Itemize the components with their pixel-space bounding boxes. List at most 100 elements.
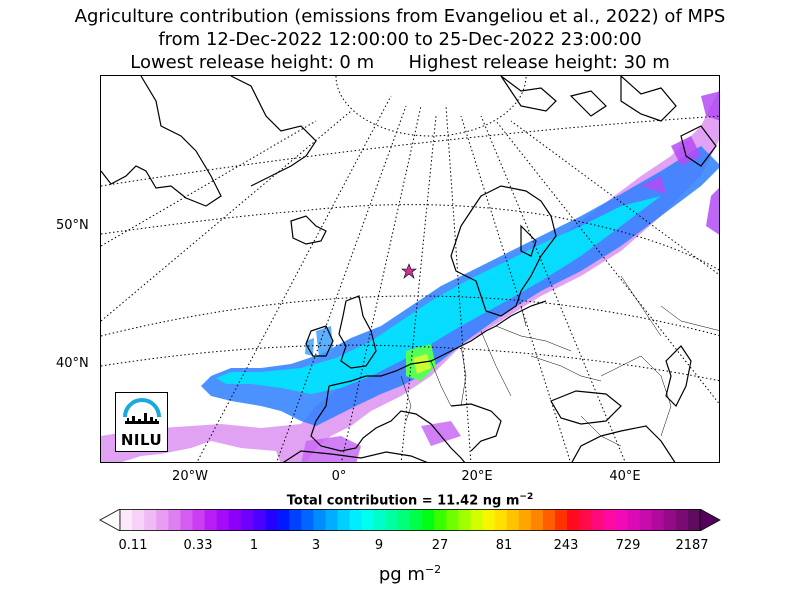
lon-line-10e <box>400 115 437 462</box>
coast-europe-mainland <box>310 300 547 462</box>
colorbar-tick-label: 9 <box>374 538 384 553</box>
map-canvas <box>101 76 719 462</box>
colorbar-segment <box>627 509 641 531</box>
colorbar-segment <box>470 509 483 531</box>
coast-caspian <box>665 345 692 408</box>
coast-ireland <box>305 325 334 357</box>
colorbar-segment <box>530 509 544 531</box>
colorbar-segment <box>591 509 604 531</box>
colorbar-tick-label: 3 <box>311 538 321 553</box>
colorbar-frame <box>119 509 701 531</box>
coast-north-africa <box>282 425 676 462</box>
lat-line-50n <box>101 204 719 271</box>
coast-black-sea <box>550 390 622 425</box>
nilu-logo: NILU <box>115 392 168 452</box>
nilu-logo-icon <box>123 398 161 424</box>
colorbar-segment <box>180 509 193 531</box>
colorbar-tick-label: 81 <box>495 538 513 553</box>
colorbar-segment <box>144 509 157 531</box>
nilu-logo-text: NILU <box>120 431 163 449</box>
colorbar-segment <box>216 509 230 531</box>
lat-label-40n: 40°N <box>56 356 89 371</box>
coast-scandinavia <box>450 185 557 317</box>
colorbar-segment <box>518 509 532 531</box>
colorbar-segment <box>120 509 133 531</box>
map-panel <box>100 75 720 463</box>
lon-line-30e <box>460 115 571 462</box>
colorbar-segment <box>446 509 459 531</box>
coast-britain <box>338 295 377 369</box>
colorbar-segment <box>265 509 278 531</box>
colorbar-segment <box>313 509 326 531</box>
lat-line-40n <box>101 344 719 382</box>
country-borders <box>400 275 719 447</box>
total-contribution-exponent: −2 <box>519 492 534 502</box>
lon-label-20w: 20°W <box>172 469 208 484</box>
colorbar-segment <box>555 509 568 531</box>
colorbar-tick-label: 0.11 <box>118 538 148 553</box>
total-contribution: Total contribution = 11.42 ng m−2 <box>0 488 800 510</box>
colorbar-segment <box>675 509 689 531</box>
colorbar-segment <box>385 509 399 531</box>
colorbar-segment <box>349 509 363 531</box>
total-contribution-label: Total contribution = 11.42 ng m <box>286 493 520 509</box>
colorbar-segment <box>482 509 496 531</box>
colorbar-segment <box>434 509 447 531</box>
colorbar-unit-exponent: −2 <box>424 563 442 576</box>
colorbar-segment <box>361 509 375 531</box>
colorbar-tick-label: 1 <box>249 538 259 553</box>
colorbar-tick-label: 27 <box>431 538 449 553</box>
colorbar-segment <box>325 509 338 531</box>
colorbar-segment <box>204 509 218 531</box>
colorbar-segment <box>506 509 520 531</box>
colorbar-segment <box>277 509 290 531</box>
colorbar-tick-label: 243 <box>553 538 579 553</box>
colorbar-segment <box>240 509 254 531</box>
lon-line-10w <box>276 105 407 462</box>
lon-line-50e <box>495 120 719 405</box>
map-title-line-3: Lowest release height: 0 m Highest relea… <box>130 52 670 73</box>
colorbar-segment <box>663 509 677 531</box>
colorbar-segment <box>168 509 181 531</box>
colorbar <box>99 509 721 531</box>
coast-arctic-islands <box>500 76 717 167</box>
coast-iceland <box>290 215 327 245</box>
colorbar-segment <box>156 509 169 531</box>
plume-speckle-uk <box>305 326 333 358</box>
lon-line-0 <box>340 105 422 462</box>
lon-line-40e <box>480 115 626 462</box>
colorbar-unit-base: pg m <box>378 564 425 585</box>
colorbar-segment <box>579 509 592 531</box>
colorbar-segment <box>687 509 701 531</box>
colorbar-segment <box>410 509 423 531</box>
colorbar-unit: pg m−2 <box>0 558 800 587</box>
lon-line-20w <box>196 95 392 462</box>
borders-europe <box>400 275 719 447</box>
lat-label-50n: 50°N <box>56 218 89 233</box>
colorbar-segment <box>603 509 616 531</box>
coast-greenland <box>101 76 317 207</box>
colorbar-segment <box>397 509 411 531</box>
map-title-line-2: from 12-Dec-2022 12:00:00 to 25-Dec-2022… <box>158 29 642 50</box>
colorbar-segment <box>373 509 387 531</box>
colorbar-segment <box>337 509 351 531</box>
colorbar-segment <box>422 509 435 531</box>
lon-label-20e: 20°E <box>461 469 493 484</box>
colorbar-tick-label: 2187 <box>675 538 709 553</box>
plume-speckle-ne <box>641 91 719 235</box>
colorbar-segment <box>228 509 242 531</box>
colorbar-segment <box>639 509 653 531</box>
colorbar-segment <box>651 509 665 531</box>
colorbar-segment <box>567 509 580 531</box>
lon-label-40e: 40°E <box>609 469 641 484</box>
star-marker-icon <box>401 263 417 279</box>
colorbar-tick-label: 729 <box>615 538 641 553</box>
colorbar-segment <box>494 509 508 531</box>
colorbar-segment <box>289 509 302 531</box>
colorbar-segment <box>458 509 471 531</box>
colorbar-extend-over <box>699 509 721 531</box>
colorbar-segment <box>252 509 266 531</box>
colorbar-segment <box>132 509 145 531</box>
coastlines <box>101 76 717 462</box>
plume-yellow-core <box>413 354 431 374</box>
